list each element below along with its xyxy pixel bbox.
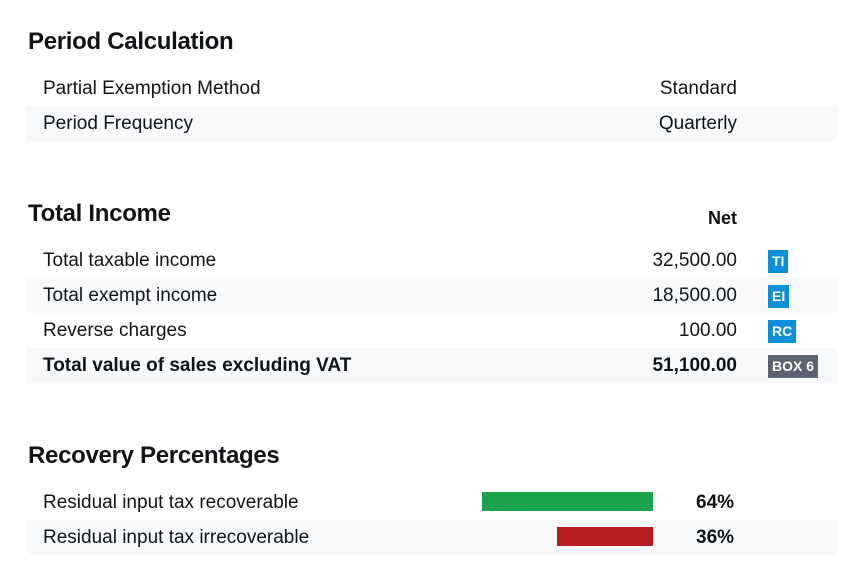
row-partial-exemption-method: Partial Exemption Method Standard (26, 71, 837, 106)
section-title-total-income: Total Income (28, 200, 171, 227)
row-value: 100.00 (678, 320, 737, 341)
row-reverse-charges: Reverse charges 100.00 RC (26, 313, 837, 348)
badge-ti: TI (768, 250, 789, 273)
period-calculation-section: Period Calculation Partial Exemption Met… (26, 26, 837, 141)
percentage-value: 64% (696, 492, 735, 513)
row-label: Reverse charges (43, 320, 187, 341)
row-label: Partial Exemption Method (43, 78, 261, 99)
irrecoverable-bar (557, 527, 653, 546)
row-value: Quarterly (658, 113, 737, 134)
row-label: Total exempt income (43, 285, 218, 306)
total-income-section: Total Income Net Total taxable income 32… (26, 198, 837, 383)
row-total-taxable-income: Total taxable income 32,500.00 TI (26, 243, 837, 278)
section-title-period-calculation: Period Calculation (28, 28, 234, 55)
row-label: Residual input tax irrecoverable (43, 527, 310, 548)
row-value: Standard (659, 78, 737, 99)
row-label: Total value of sales excluding VAT (43, 355, 352, 376)
percentage-value: 36% (696, 527, 735, 548)
row-residual-irrecoverable: Residual input tax irrecoverable 36% (26, 520, 837, 555)
row-total-exempt-income: Total exempt income 18,500.00 EI (26, 278, 837, 313)
row-label: Total taxable income (43, 250, 217, 271)
row-residual-recoverable: Residual input tax recoverable 64% (26, 485, 837, 520)
row-total-value-of-sales: Total value of sales excluding VAT 51,10… (26, 348, 837, 383)
column-header-net: Net (707, 208, 737, 228)
row-label: Residual input tax recoverable (43, 492, 299, 513)
badge-ei: EI (768, 285, 790, 308)
section-title-recovery-percentages: Recovery Percentages (28, 442, 280, 469)
badge-box-6: BOX 6 (768, 355, 819, 378)
row-value: 18,500.00 (652, 285, 737, 306)
row-value: 51,100.00 (652, 355, 737, 376)
row-period-frequency: Period Frequency Quarterly (26, 106, 837, 141)
row-label: Period Frequency (43, 113, 193, 134)
recoverable-bar (482, 492, 653, 511)
row-value: 32,500.00 (652, 250, 737, 271)
recovery-percentages-section: Recovery Percentages Residual input tax … (26, 440, 837, 555)
badge-rc: RC (768, 320, 797, 343)
